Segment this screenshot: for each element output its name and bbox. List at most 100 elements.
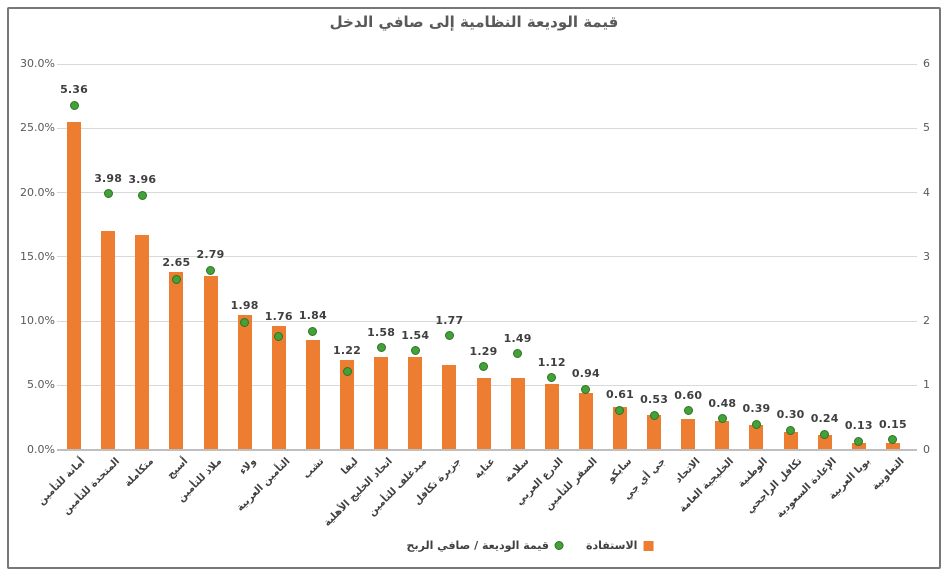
data-label-19: 0.48 bbox=[708, 396, 737, 410]
data-label-9: 1.58 bbox=[367, 325, 396, 339]
data-label-23: 0.13 bbox=[844, 419, 873, 433]
data-label-10: 1.54 bbox=[401, 328, 430, 342]
x-axis-label-22: الإعادة السعودية bbox=[773, 456, 839, 521]
data-label-24: 0.15 bbox=[878, 417, 907, 431]
y-axis-right-tick: 3 bbox=[923, 249, 930, 263]
bar-3 bbox=[169, 272, 184, 450]
dot-11 bbox=[444, 331, 454, 341]
bar-10 bbox=[408, 356, 423, 450]
y-axis-left-tick: 0.0% bbox=[27, 442, 55, 456]
data-label-21: 0.30 bbox=[776, 408, 805, 422]
x-axis-label-13: سلامة bbox=[502, 456, 532, 485]
y-axis-right-tick: 0 bbox=[923, 442, 930, 456]
dot-12 bbox=[479, 362, 488, 372]
data-label-1: 3.98 bbox=[94, 171, 123, 185]
dot-3 bbox=[171, 274, 181, 284]
dot-10 bbox=[410, 346, 420, 356]
bar-20 bbox=[749, 425, 764, 450]
dot-15 bbox=[581, 384, 591, 394]
x-axis-label-7: تشب bbox=[301, 456, 327, 482]
bar-17 bbox=[647, 414, 662, 450]
gridline bbox=[57, 320, 917, 322]
x-axis-label-24: التعاونية bbox=[870, 456, 907, 493]
dot-16 bbox=[615, 405, 625, 415]
data-label-15: 0.94 bbox=[571, 367, 600, 381]
bar-9 bbox=[374, 356, 389, 450]
bar-8 bbox=[340, 359, 355, 450]
data-label-14: 1.12 bbox=[537, 355, 566, 369]
dot-2 bbox=[137, 190, 147, 200]
legend-item-deposit-ratio: قيمة الوديعة / صافي الربح bbox=[407, 539, 564, 552]
data-label-11: 1.77 bbox=[435, 313, 464, 327]
gridline bbox=[57, 256, 917, 258]
y-axis-left-tick: 25.0% bbox=[20, 121, 55, 135]
data-label-4: 2.79 bbox=[196, 248, 225, 262]
bar-7 bbox=[305, 340, 320, 450]
legend-label-utilization: الاستفادة bbox=[585, 539, 638, 552]
gridline bbox=[57, 192, 917, 193]
y-axis-right-tick: 2 bbox=[923, 314, 930, 327]
data-label-18: 0.60 bbox=[674, 388, 703, 402]
dot-24 bbox=[888, 435, 898, 445]
data-label-12: 1.29 bbox=[469, 344, 498, 358]
bar-2 bbox=[135, 234, 150, 450]
y-axis-right-tick: 5 bbox=[923, 121, 930, 135]
bar-6 bbox=[271, 326, 286, 450]
green-circle-marker-icon bbox=[554, 541, 564, 550]
y-axis-right-tick: 6 bbox=[923, 57, 930, 70]
x-axis-label-12: عناية bbox=[472, 456, 498, 482]
dot-0 bbox=[69, 100, 79, 110]
x-axis-label-8: ليفا bbox=[339, 456, 361, 478]
chart-legend: قيمة الوديعة / صافي الربح الاستفادة bbox=[407, 539, 654, 552]
orange-square-marker-icon bbox=[643, 540, 654, 551]
gridline bbox=[57, 63, 917, 65]
bar-4 bbox=[203, 276, 218, 450]
bar-11 bbox=[442, 364, 457, 450]
y-axis-left-tick: 10.0% bbox=[20, 314, 55, 327]
x-axis-label-5: ولاء bbox=[237, 456, 259, 478]
bar-19 bbox=[715, 421, 730, 450]
data-label-3: 2.65 bbox=[162, 256, 191, 270]
dot-20 bbox=[751, 419, 761, 429]
dot-9 bbox=[376, 343, 386, 353]
bar-16 bbox=[612, 407, 627, 450]
y-axis-right-tick: 4 bbox=[923, 185, 930, 199]
bar-0 bbox=[67, 121, 82, 450]
x-axis-label-2: متكاملة bbox=[122, 456, 157, 490]
dot-19 bbox=[717, 414, 727, 424]
data-label-2: 3.96 bbox=[128, 173, 157, 187]
bar-12 bbox=[476, 377, 491, 450]
bar-18 bbox=[681, 418, 696, 450]
dot-21 bbox=[786, 425, 796, 435]
bar-24 bbox=[885, 443, 900, 450]
x-axis-label-18: الاتحاد bbox=[672, 456, 703, 486]
y-axis-left-tick: 30.0% bbox=[20, 57, 55, 70]
bar-1 bbox=[101, 231, 116, 450]
dot-13 bbox=[513, 349, 523, 359]
dot-7 bbox=[308, 326, 318, 336]
bar-23 bbox=[851, 443, 866, 450]
data-label-16: 0.61 bbox=[605, 388, 634, 402]
data-label-13: 1.49 bbox=[503, 331, 532, 345]
legend-item-utilization: الاستفادة bbox=[585, 539, 654, 552]
data-label-20: 0.39 bbox=[742, 402, 771, 416]
dot-14 bbox=[547, 373, 557, 383]
bar-14 bbox=[544, 383, 559, 450]
dot-22 bbox=[820, 429, 830, 439]
bar-5 bbox=[237, 314, 252, 450]
dot-6 bbox=[274, 331, 284, 341]
y-axis-left-tick: 20.0% bbox=[20, 185, 55, 199]
data-label-22: 0.24 bbox=[810, 412, 839, 426]
bar-21 bbox=[783, 431, 798, 450]
dot-23 bbox=[854, 436, 864, 446]
data-label-8: 1.22 bbox=[333, 343, 361, 357]
y-axis-left-tick: 15.0% bbox=[20, 249, 55, 263]
dot-8 bbox=[342, 366, 352, 376]
chart-title: قيمة الوديعة النظامية إلى صافي الدخل bbox=[329, 13, 619, 31]
bar-22 bbox=[817, 435, 832, 450]
x-axis-label-3: أسيج bbox=[165, 456, 191, 482]
x-axis-label-16: سايكو bbox=[605, 456, 634, 485]
dot-17 bbox=[649, 410, 659, 420]
gridline bbox=[57, 127, 917, 129]
